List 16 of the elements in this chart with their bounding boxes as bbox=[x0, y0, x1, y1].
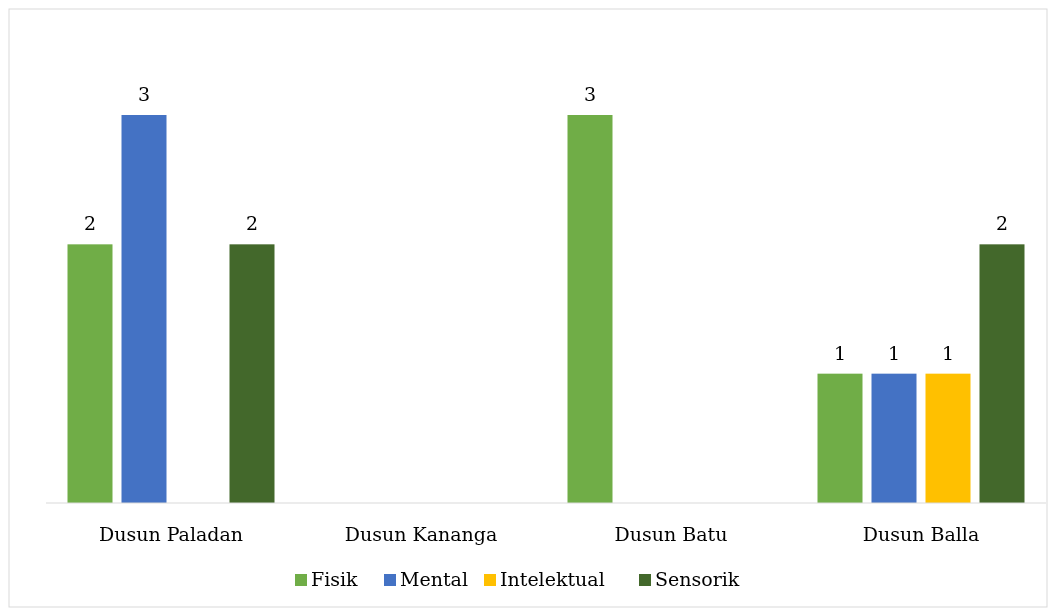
data-label: 3 bbox=[137, 83, 151, 105]
data-label: 1 bbox=[941, 341, 955, 364]
data-label: 2 bbox=[245, 212, 259, 235]
data-label: 2 bbox=[995, 212, 1009, 235]
x-tick-label: Dusun Kananga bbox=[344, 523, 498, 545]
x-tick-label: Dusun Batu bbox=[614, 523, 728, 545]
legend-label: Fisik bbox=[311, 568, 359, 590]
data-label: 1 bbox=[887, 341, 901, 364]
legend-label: Intelektual bbox=[500, 568, 605, 590]
data-label: 3 bbox=[583, 83, 597, 105]
data-label: 1 bbox=[833, 341, 847, 364]
legend-label: Sensorik bbox=[655, 568, 740, 590]
x-tick-label: Dusun Paladan bbox=[98, 523, 244, 545]
x-tick-label: Dusun Balla bbox=[862, 523, 980, 545]
legend-label: Mental bbox=[400, 568, 468, 590]
data-label: 2 bbox=[83, 212, 97, 235]
